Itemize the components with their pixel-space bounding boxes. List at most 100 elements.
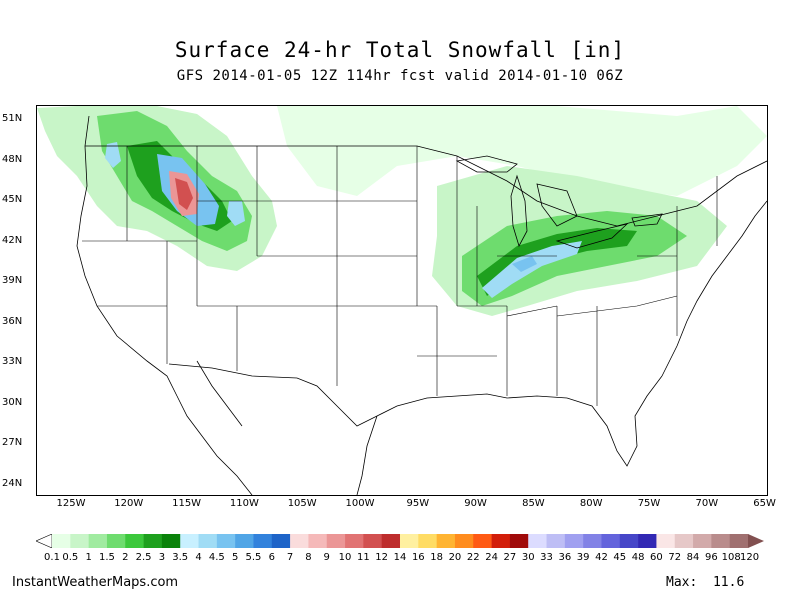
colorbar-label: 120 <box>740 552 760 563</box>
colorbar-label: 45 <box>613 552 627 563</box>
colorbar-swatch <box>400 534 419 548</box>
colorbar-min-arrow <box>36 534 53 548</box>
colorbar-label: 3 <box>158 552 166 563</box>
map-title: Surface 24-hr Total Snowfall [in] <box>174 38 626 62</box>
colorbar-label: 0.1 <box>44 552 60 563</box>
longitude-label: 80W <box>579 498 603 509</box>
colorbar-swatch <box>363 534 382 548</box>
colorbar-label: 2 <box>122 552 129 563</box>
longitude-label: 90W <box>464 498 487 509</box>
colorbar-label: 24 <box>485 552 498 563</box>
colorbar-swatch <box>106 534 126 548</box>
us-mexico-border <box>168 363 378 427</box>
latitude-label: 24N <box>2 477 23 489</box>
longitude-label: 105W <box>287 498 317 509</box>
east-coastline <box>661 200 767 377</box>
latitude-label: 33N <box>2 356 23 367</box>
colorbar-swatch <box>216 534 236 548</box>
colorbar-swatch <box>143 534 163 548</box>
colorbar-swatch <box>693 534 712 548</box>
colorbar-label: 108 <box>721 552 741 563</box>
colorbar-swatch <box>326 534 346 548</box>
colorbar-label: 4.5 <box>208 552 225 563</box>
colorbar-swatch <box>345 534 364 548</box>
colorbar-label: 8 <box>305 552 312 563</box>
colorbar-label: 3.5 <box>172 552 189 563</box>
longitude-label: 100W <box>345 498 375 509</box>
colorbar-label: 42 <box>595 552 608 563</box>
snow-area-wyoming <box>227 201 245 226</box>
colorbar-label: 1 <box>85 552 92 563</box>
max-value: 11.6 <box>712 575 745 590</box>
snowfall-shading <box>37 106 767 316</box>
colorbar-label: 16 <box>411 552 425 563</box>
colorbar-swatch <box>180 534 199 548</box>
colorbar-swatch <box>638 534 657 548</box>
snowfall-map <box>37 106 767 495</box>
colorbar-label: 7 <box>286 552 294 563</box>
colorbar-label: 30 <box>521 552 535 563</box>
colorbar-label: 6 <box>268 552 275 563</box>
colorbar-label: 11 <box>356 552 370 563</box>
max-label: Max: <box>666 575 698 590</box>
snow-area-idaho-core <box>175 178 193 210</box>
colorbar-swatch <box>656 534 676 548</box>
colorbar-label: 4 <box>195 552 202 563</box>
longitude-label: 70W <box>695 498 719 509</box>
colorbar-label: 12 <box>375 552 389 563</box>
snow-area-north-plains <box>277 106 767 196</box>
colorbar-label: 96 <box>704 552 718 563</box>
longitude-label: 65W <box>753 498 776 509</box>
colorbar-swatch <box>88 534 108 548</box>
latitude-label: 48N <box>2 153 23 165</box>
colorbar-label: 72 <box>668 552 682 563</box>
lake-erie <box>555 223 629 249</box>
colorbar-label: 14 <box>393 552 407 563</box>
colorbar-swatch <box>674 534 694 548</box>
colorbar-label: 60 <box>650 552 663 563</box>
longitude-label: 85W <box>522 498 545 509</box>
colorbar-label: 1.5 <box>98 552 115 563</box>
lake-superior <box>455 155 518 173</box>
snow-area-washington-blue <box>105 142 121 168</box>
colorbar-swatch <box>253 534 273 548</box>
latitude-label: 36N <box>2 315 23 327</box>
colorbar-swatch <box>125 534 144 548</box>
colorbar-max-arrow <box>748 534 764 548</box>
west-coastline <box>76 115 178 397</box>
colorbar-label: 84 <box>686 552 700 563</box>
colorbar-swatch <box>473 534 492 548</box>
colorbar-swatch <box>235 534 254 548</box>
mexico-pacific-coast <box>176 395 253 495</box>
colorbar-swatch <box>70 534 89 548</box>
longitude-label: 115W <box>172 498 202 509</box>
longitude-label: 95W <box>406 498 430 509</box>
state-lines <box>82 146 718 406</box>
colorbar-label: 20 <box>448 552 462 563</box>
colorbar-swatch <box>509 534 529 548</box>
colorbar-label: 10 <box>338 552 352 563</box>
colorbar-swatch <box>583 534 602 548</box>
colorbar-swatch <box>546 534 566 548</box>
colorbar-label: 2.5 <box>135 552 152 563</box>
colorbar-label: 9 <box>323 552 330 563</box>
colorbar-swatch <box>198 534 218 548</box>
latitude-label: 45N <box>2 194 23 205</box>
colorbar-swatch <box>418 534 437 548</box>
colorbar-swatch <box>601 534 621 548</box>
colorbar-label: 39 <box>576 552 590 563</box>
colorbar-label: 18 <box>430 552 443 563</box>
snow-area-ohio-valley-dark <box>477 228 637 296</box>
latitude-label: 27N <box>2 437 23 448</box>
colorbar-swatch <box>711 534 730 548</box>
max-value-readout: Max: 11.6 <box>666 575 744 590</box>
colorbar-swatch <box>381 534 401 548</box>
latitude-label: 51N <box>2 113 23 124</box>
colorbar-label: 5 <box>231 552 239 563</box>
latitude-label: 30N <box>2 396 23 408</box>
colorbar-swatch <box>491 534 511 548</box>
latitude-label: 42N <box>2 234 23 246</box>
map-panel <box>36 105 768 496</box>
colorbar-label: 48 <box>631 552 645 563</box>
colorbar-label: 36 <box>558 552 572 563</box>
